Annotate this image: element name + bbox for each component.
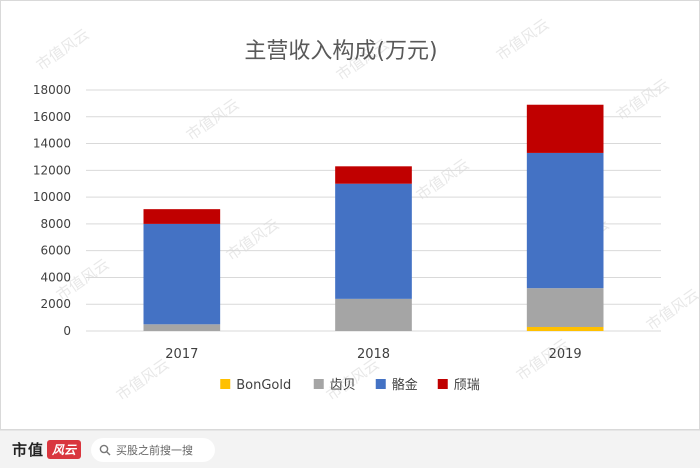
x-tick-label: 2017 bbox=[165, 347, 198, 362]
y-tick-label: 0 bbox=[63, 324, 71, 338]
legend-label: 颀瑞 bbox=[454, 378, 480, 393]
y-tick-label: 10000 bbox=[33, 190, 71, 204]
search-icon bbox=[99, 444, 111, 455]
y-tick-label: 6000 bbox=[40, 244, 71, 258]
watermark-text: 市值风云 bbox=[223, 215, 282, 264]
bar-segment[interactable] bbox=[335, 166, 412, 184]
watermark-text: 市值风云 bbox=[33, 25, 92, 74]
watermark-text: 市值风云 bbox=[643, 285, 700, 334]
brand-name: 市值 bbox=[12, 441, 45, 459]
legend-swatch bbox=[220, 379, 231, 389]
legend-label: BonGold bbox=[236, 378, 291, 393]
watermark-text: 市值风云 bbox=[183, 95, 242, 144]
legend-item[interactable]: 骼金 bbox=[375, 377, 418, 393]
y-tick-label: 18000 bbox=[33, 83, 71, 97]
bars bbox=[143, 104, 604, 331]
footer-bar: 市值 风云 买股之前搜一搜 bbox=[0, 430, 700, 468]
y-tick-label: 12000 bbox=[33, 163, 71, 177]
watermark-text: 市值风云 bbox=[493, 15, 552, 64]
bar-segment[interactable] bbox=[526, 288, 604, 327]
y-tick-label: 8000 bbox=[40, 217, 71, 231]
y-tick-label: 2000 bbox=[40, 297, 71, 311]
legend-label: 齿贝 bbox=[330, 378, 356, 393]
legend: BonGold 齿贝 骼金 颀瑞 bbox=[220, 377, 480, 393]
watermark-text: 市值风云 bbox=[113, 355, 172, 404]
legend-item[interactable]: BonGold bbox=[220, 378, 291, 393]
x-axis: 2017 2018 2019 bbox=[165, 347, 581, 362]
bar-segment[interactable] bbox=[526, 104, 604, 153]
y-axis: 0 2000 4000 6000 8000 10000 12000 14000 16000 180… bbox=[33, 83, 71, 338]
search-box[interactable]: 买股之前搜一搜 bbox=[91, 437, 216, 462]
search-placeholder: 买股之前搜一搜 bbox=[116, 443, 194, 457]
brand-logo[interactable]: 市值 风云 bbox=[12, 439, 82, 460]
bar-segment[interactable] bbox=[143, 223, 221, 325]
y-tick-label: 4000 bbox=[40, 270, 71, 284]
brand-badge: 风云 bbox=[47, 440, 82, 459]
chart-card: 市值风云 市值风云 市值风云 市值风云 市值风云 市值风云 市值风云 市值风云 市值风云 市值风云… bbox=[0, 0, 700, 430]
bar-segment[interactable] bbox=[526, 152, 604, 289]
chart-title: 主营收入构成(万元) bbox=[244, 39, 437, 64]
x-tick-label: 2018 bbox=[357, 347, 390, 362]
x-tick-label: 2019 bbox=[549, 347, 582, 362]
legend-swatch bbox=[437, 379, 448, 389]
bar-segment[interactable] bbox=[143, 209, 221, 224]
legend-item[interactable]: 颀瑞 bbox=[437, 378, 480, 393]
legend-swatch bbox=[375, 379, 386, 389]
legend-label: 骼金 bbox=[392, 377, 418, 393]
y-tick-label: 14000 bbox=[33, 137, 71, 151]
y-tick-label: 16000 bbox=[33, 110, 71, 124]
bar-segment[interactable] bbox=[526, 326, 604, 331]
legend-swatch bbox=[313, 379, 324, 389]
bar-segment[interactable] bbox=[143, 324, 221, 331]
bar-segment[interactable] bbox=[335, 298, 412, 331]
bar-segment[interactable] bbox=[335, 183, 412, 299]
legend-item[interactable]: 齿贝 bbox=[313, 378, 356, 393]
